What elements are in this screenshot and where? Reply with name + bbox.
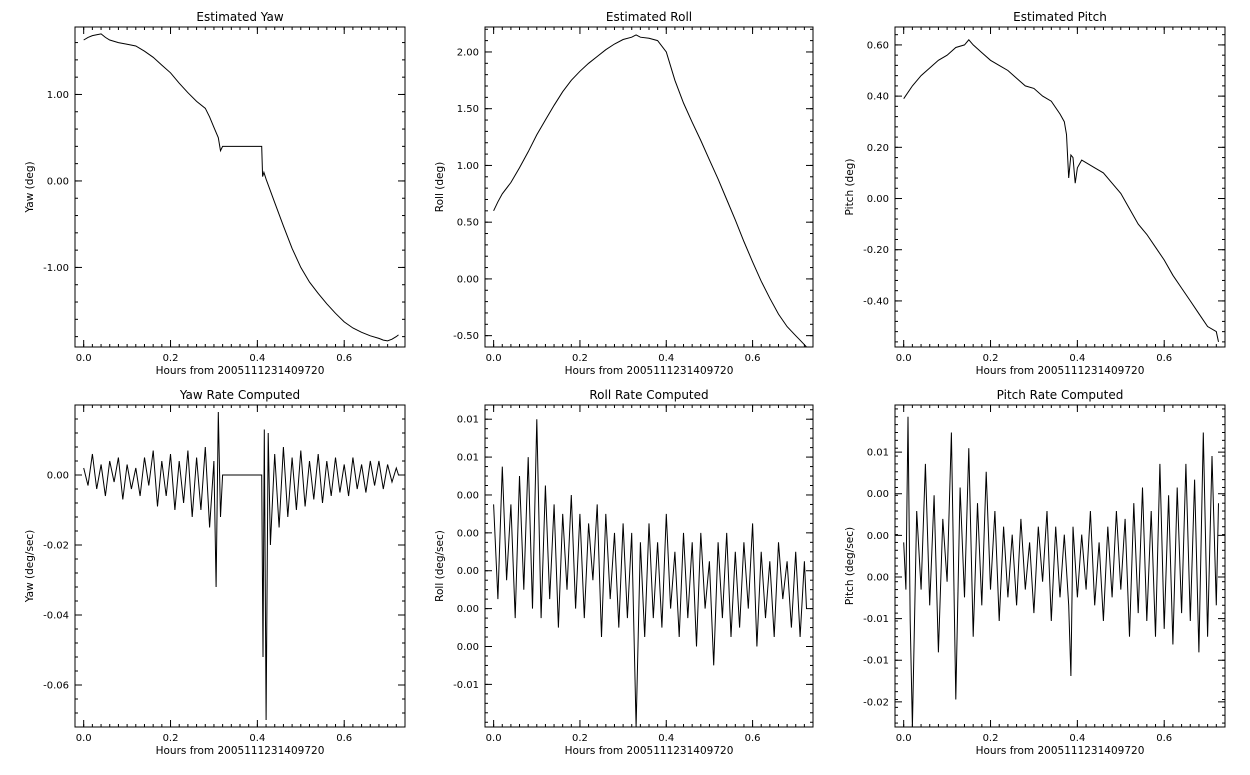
x-tick-label: 0.6 — [1156, 353, 1172, 364]
pitch-plot-x-axis-label: Hours from 2005111231409720 — [976, 365, 1145, 377]
x-tick-label: 0.6 — [1156, 733, 1172, 744]
roll-plot: 0.0 0.2 0.4 0.6 2.00 1.50 1.00 0.50 0.00 -0.50 Est… — [434, 10, 814, 377]
pitch-plot-series-line — [903, 39, 1219, 343]
y-tick-label: -0.20 — [863, 245, 889, 256]
pitch-plot-y-axis-label: Pitch (deg) — [844, 159, 856, 216]
y-tick-label: 0.00 — [867, 489, 889, 500]
yaw-rate-plot-title: Yaw Rate Computed — [179, 388, 300, 402]
yaw-rate-plot: 0.0 0.2 0.4 0.6 0.00 -0.02 -0.04 -0.06 Yaw Rate … — [24, 388, 406, 757]
roll-rate-plot-y-axis-label: Roll (deg/sec) — [434, 530, 446, 602]
x-tick-label: 0.4 — [658, 733, 674, 744]
x-tick-label: 0.4 — [249, 733, 265, 744]
x-tick-label: 0.0 — [76, 733, 92, 744]
x-tick-label: 0.4 — [249, 353, 265, 364]
pitch-rate-plot: 0.0 0.2 0.4 0.6 0.01 0.00 0.00 0.00 -0.01 -0.01 -0… — [844, 388, 1226, 757]
roll-plot-y-axis-label: Roll (deg) — [434, 162, 446, 212]
pitch-rate-plot-series-line — [903, 416, 1219, 728]
x-tick-label: 0.2 — [163, 733, 179, 744]
yaw-plot-y-axis-label: Yaw (deg) — [24, 161, 36, 213]
y-tick-label: -0.04 — [43, 611, 69, 622]
y-tick-label: 0.00 — [47, 176, 69, 187]
yaw-plot-x-axis-label: Hours from 2005111231409720 — [156, 365, 325, 377]
yaw-plot-series-line — [83, 33, 399, 342]
roll-plot-x-axis-label: Hours from 2005111231409720 — [565, 365, 734, 377]
x-tick-label: 0.6 — [336, 353, 352, 364]
y-tick-label: -1.00 — [43, 263, 69, 274]
y-tick-label: 0.00 — [457, 490, 479, 501]
x-tick-label: 0.0 — [486, 353, 502, 364]
roll-plot-series-line — [493, 34, 807, 348]
roll-plot-title: Estimated Roll — [606, 10, 692, 24]
y-tick-label: -0.40 — [863, 296, 889, 307]
y-tick-label: 0.00 — [867, 531, 889, 542]
yaw-plot-title: Estimated Yaw — [196, 10, 283, 24]
x-tick-label: 0.2 — [983, 733, 999, 744]
y-tick-label: 0.00 — [867, 572, 889, 583]
y-tick-label: -0.02 — [43, 541, 69, 552]
x-tick-label: 0.0 — [896, 353, 912, 364]
y-tick-label: -0.01 — [863, 614, 889, 625]
yaw-rate-plot-x-axis-label: Hours from 2005111231409720 — [156, 745, 325, 757]
y-tick-label: 0.00 — [457, 566, 479, 577]
y-tick-label: 0.00 — [47, 471, 69, 482]
y-tick-label: -0.06 — [43, 681, 69, 692]
x-tick-label: 0.2 — [163, 353, 179, 364]
pitch-plot-frame — [894, 26, 1226, 348]
y-tick-label: 0.00 — [867, 194, 889, 205]
y-tick-label: -0.01 — [863, 656, 889, 667]
roll-rate-plot-series-line — [493, 419, 807, 728]
y-tick-label: -0.02 — [863, 697, 889, 708]
y-tick-label: 0.00 — [457, 274, 479, 285]
y-tick-label: 0.50 — [457, 218, 479, 229]
y-tick-label: 0.40 — [867, 92, 889, 103]
y-tick-label: 0.00 — [457, 642, 479, 653]
x-tick-label: 0.0 — [486, 733, 502, 744]
x-tick-label: 0.2 — [572, 733, 588, 744]
yaw-rate-plot-frame — [74, 404, 406, 728]
roll-rate-plot-x-axis-label: Hours from 2005111231409720 — [565, 745, 734, 757]
y-tick-label: 0.00 — [457, 604, 479, 615]
pitch-rate-plot-x-axis-label: Hours from 2005111231409720 — [976, 745, 1145, 757]
pitch-plot-title: Estimated Pitch — [1013, 10, 1107, 24]
y-tick-label: 0.01 — [457, 415, 479, 426]
pitch-rate-plot-y-axis-label: Pitch (deg/sec) — [844, 527, 856, 605]
yaw-rate-plot-series-line — [83, 411, 399, 721]
y-tick-label: 1.50 — [457, 104, 479, 115]
y-tick-label: 2.00 — [457, 47, 479, 58]
pitch-plot: 0.0 0.2 0.4 0.6 0.60 0.40 0.20 0.00 -0.20 -0.40 Es… — [844, 10, 1226, 377]
y-tick-label: 0.00 — [457, 528, 479, 539]
y-tick-label: 0.60 — [867, 40, 889, 51]
x-tick-label: 0.4 — [1069, 353, 1085, 364]
pitch-rate-plot-title: Pitch Rate Computed — [997, 388, 1124, 402]
roll-rate-plot-frame — [484, 404, 814, 728]
y-tick-label: -0.50 — [453, 331, 479, 342]
roll-rate-plot-title: Roll Rate Computed — [589, 388, 708, 402]
x-tick-label: 0.0 — [76, 353, 92, 364]
y-tick-label: 1.00 — [457, 161, 479, 172]
yaw-plot-frame — [74, 26, 406, 348]
x-tick-label: 0.6 — [745, 733, 761, 744]
x-tick-label: 0.2 — [572, 353, 588, 364]
x-tick-label: 0.4 — [658, 353, 674, 364]
x-tick-label: 0.6 — [336, 733, 352, 744]
y-tick-label: 1.00 — [47, 90, 69, 101]
yaw-rate-plot-y-axis-label: Yaw (deg/sec) — [24, 530, 36, 604]
roll-plot-frame — [484, 26, 814, 348]
roll-rate-plot: 0.0 0.2 0.4 0.6 0.01 0.01 0.00 0.00 0.00 0.00 0.00… — [434, 388, 814, 757]
x-tick-label: 0.6 — [745, 353, 761, 364]
x-tick-label: 0.0 — [896, 733, 912, 744]
y-tick-label: 0.01 — [457, 453, 479, 464]
x-tick-label: 0.4 — [1069, 733, 1085, 744]
y-tick-label: -0.01 — [453, 680, 479, 691]
y-tick-label: 0.20 — [867, 143, 889, 154]
y-tick-label: 0.01 — [867, 448, 889, 459]
yaw-plot: 0.0 0.2 0.4 0.6 1.00 0.00 -1.00 Estimated Yaw Ho… — [24, 10, 406, 377]
x-tick-label: 0.2 — [983, 353, 999, 364]
